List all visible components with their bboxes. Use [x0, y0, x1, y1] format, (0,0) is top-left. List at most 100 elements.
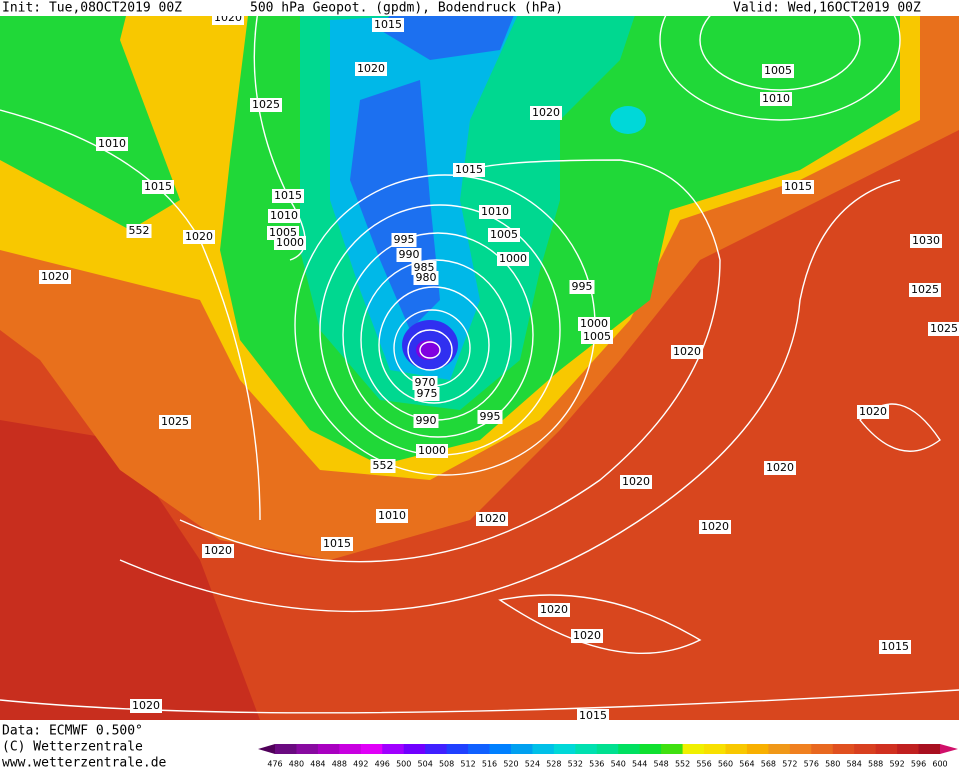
isobar-label: 1015 — [784, 180, 812, 193]
colorbar-swatch — [468, 744, 491, 754]
isobar-label-bg — [620, 475, 652, 489]
colorbar-label: 484 — [310, 760, 325, 769]
field-blue — [350, 0, 520, 330]
isobar-label: 1020 — [185, 230, 213, 243]
isobar-label: 1020 — [622, 475, 650, 488]
isobar-label: 1020 — [478, 512, 506, 525]
map: 1020 1015 1020 1025 1010 1015 552 1020 1020 1015 1… — [0, 0, 959, 723]
isobar-label-bg — [159, 415, 191, 429]
isobar-label-bg — [569, 280, 595, 294]
colorbar-label: 516 — [482, 760, 497, 769]
isobar-label-bg — [909, 283, 941, 297]
isobar-label: 1015 — [881, 640, 909, 653]
isobar-label-bg — [453, 163, 485, 177]
isobar-label-bg — [530, 106, 562, 120]
isobar-label-bg — [396, 248, 422, 262]
isobar-label: 1010 — [481, 205, 509, 218]
isobar-label: 1010 — [270, 209, 298, 222]
isobar-label-bg — [126, 224, 152, 238]
colorbar-label: 492 — [353, 760, 368, 769]
isobar-label-bg — [699, 520, 731, 534]
isobar-label: 1005 — [269, 226, 297, 239]
isobar-label: 1010 — [762, 92, 790, 105]
isobar — [699, 0, 861, 91]
colorbar: 476 480 484 488 492 496 500 504 508 512 516 520 524 5… — [258, 744, 958, 769]
colorbar-label: 520 — [503, 760, 518, 769]
header-bg — [0, 0, 959, 16]
colorbar-label: 508 — [439, 760, 454, 769]
colorbar-label: 512 — [460, 760, 475, 769]
isobar-label: 1025 — [911, 283, 939, 296]
colorbar-swatch — [553, 744, 576, 754]
isobar-label: 1020 — [701, 520, 729, 533]
colorbar-swatch — [768, 744, 791, 754]
colorbar-swatch — [360, 744, 383, 754]
colorbar-label: 536 — [589, 760, 604, 769]
isobar-label: 1020 — [204, 544, 232, 557]
colorbar-swatch — [317, 744, 340, 754]
colorbar-swatch — [425, 744, 448, 754]
isobar — [419, 341, 441, 359]
colorbar-swatch — [682, 744, 705, 754]
colorbar-swatch — [489, 744, 512, 754]
isobar-label: 995 — [480, 410, 501, 423]
isobar-label: 1015 — [455, 163, 483, 176]
colorbar-label: 572 — [782, 760, 797, 769]
isobar-label-bg — [538, 603, 570, 617]
isobar-label-bg — [879, 640, 911, 654]
isobar-label-bg — [928, 322, 959, 336]
isobar — [407, 329, 453, 371]
isobar-label-bg — [416, 444, 448, 458]
colorbar-label: 584 — [847, 760, 862, 769]
colorbar-label: 564 — [739, 760, 754, 769]
isobar-label-bg — [96, 137, 128, 151]
isobar-label: 975 — [417, 387, 438, 400]
isobar-label-bg — [202, 544, 234, 558]
colorbar-swatch — [875, 744, 898, 754]
colorbar-swatch — [661, 744, 684, 754]
isobar-label-bg — [497, 252, 529, 266]
colorbar-label: 592 — [889, 760, 904, 769]
isobar-label: 1020 — [132, 699, 160, 712]
colorbar-label: 600 — [932, 760, 947, 769]
isobar-label: 1020 — [673, 345, 701, 358]
isobar-label-bg — [391, 233, 417, 247]
colorbar-swatch — [382, 744, 405, 754]
colorbar-label: 504 — [418, 760, 433, 769]
colorbar-swatch — [746, 744, 769, 754]
isobar-label: 1015 — [323, 537, 351, 550]
isobar-label-bg — [142, 180, 174, 194]
isobar-label-bg — [857, 405, 889, 419]
isobar-label: 552 — [129, 224, 150, 237]
field-dark — [0, 420, 260, 720]
isobar-label: 552 — [373, 459, 394, 472]
isobar-label-bg — [268, 209, 300, 223]
website: www.wetterzentrale.de — [2, 756, 167, 770]
colorbar-swatch — [854, 744, 877, 754]
colorbar-label: 476 — [267, 760, 282, 769]
isobar-label-bg — [764, 461, 796, 475]
isobar-label-bg — [412, 376, 438, 390]
isobar-label: 1020 — [540, 603, 568, 616]
isobar-label-bg — [581, 330, 613, 344]
init-time: Init: Tue,08OCT2019 00Z — [2, 1, 182, 16]
isobar-label-bg — [578, 317, 610, 331]
isobar-label-bg — [272, 189, 304, 203]
isobar-label: 1015 — [274, 189, 302, 202]
isobar-label: 1005 — [583, 330, 611, 343]
colorbar-label: 524 — [525, 760, 540, 769]
colorbar-swatch — [832, 744, 855, 754]
isobar-label-bg — [577, 709, 609, 723]
colorbar-swatch — [918, 744, 941, 754]
colorbar-swatch — [296, 744, 319, 754]
isobar-label-bg — [355, 62, 387, 76]
isobar-label: 1005 — [764, 64, 792, 77]
isobar-label: 1025 — [930, 322, 958, 335]
isobar-label: 995 — [572, 280, 593, 293]
colorbar-label: 560 — [718, 760, 733, 769]
isobar-label: 1000 — [499, 252, 527, 265]
colorbar-label: 552 — [675, 760, 690, 769]
colorbar-swatch — [811, 744, 834, 754]
isobar-label: 1020 — [357, 62, 385, 75]
